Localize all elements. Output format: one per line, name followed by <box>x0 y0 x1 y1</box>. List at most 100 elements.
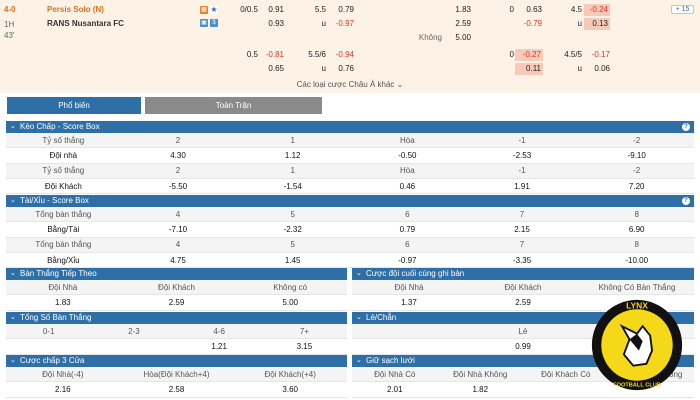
logo-top-text: LYNX <box>626 300 648 310</box>
dollar-icon[interactable]: $ <box>210 19 218 27</box>
three-way-handicap-market: ⌄ Cược chấp 3 Cửa Đội Nhà(-4) Hòa(Đội Kh… <box>6 355 347 398</box>
section-header[interactable]: ⌄ Kèo Chấp - Score Box ? <box>6 121 694 133</box>
odds-value[interactable]: 0.06 <box>594 64 610 73</box>
section-title: Kèo Chấp - Score Box <box>20 122 100 131</box>
odds-cell[interactable]: 0.46 <box>399 181 416 191</box>
odds-value[interactable]: -0.94 <box>335 50 354 59</box>
column-header: 0-1 <box>42 326 55 336</box>
odds-value[interactable]: -0.97 <box>335 19 354 28</box>
odds-value-changed[interactable]: 0.11 <box>515 63 543 75</box>
odds-value[interactable]: 0.65 <box>268 64 284 73</box>
odds-value[interactable]: 2.59 <box>455 19 471 28</box>
tab-full-match[interactable]: Toàn Trận <box>145 97 322 114</box>
more-asian-bets-link[interactable]: Các loại cược Châu Á khác ⌄ <box>0 80 700 89</box>
column-header: Đội Nhà Có <box>374 369 416 379</box>
table-row: 0-1 2-3 4-6 7+ <box>6 324 347 340</box>
odds-cell[interactable]: 5.00 <box>282 297 298 307</box>
column-header: Đội Khách <box>504 282 542 292</box>
odds-cell[interactable]: 4.30 <box>170 150 186 160</box>
handicap-score-box: ⌄ Kèo Chấp - Score Box ? Tỷ số thắng 2 1… <box>6 121 694 195</box>
ou-line: 5.5/6 <box>308 50 326 59</box>
table-row: 2.16 2.58 3.60 <box>6 382 347 398</box>
expand-markets-button[interactable]: + 15 <box>671 5 694 14</box>
favorite-star-icon[interactable]: ★ <box>210 5 218 14</box>
odds-cell[interactable]: -3.35 <box>512 255 532 265</box>
odds-cell[interactable]: 1.83 <box>55 297 71 307</box>
collapse-icon[interactable]: ⌄ <box>10 314 16 321</box>
odds-value[interactable]: 0.63 <box>526 5 542 14</box>
section-header[interactable]: ⌄ Cược chấp 3 Cửa <box>6 355 347 367</box>
section-header[interactable]: ⌄ Bàn Thắng Tiếp Theo <box>6 268 347 280</box>
odds-cell[interactable]: -2.32 <box>283 224 302 234</box>
odds-value[interactable]: 0.79 <box>338 5 354 14</box>
odds-cell[interactable]: 2.59 <box>515 297 531 307</box>
collapse-icon[interactable]: ⌄ <box>10 197 16 204</box>
odds-cell[interactable]: 2.16 <box>55 384 71 394</box>
odds-cell[interactable]: 0.99 <box>515 341 531 351</box>
market-tabs: Phổ biến Toàn Trận <box>0 93 700 120</box>
odds-cell[interactable]: 0.79 <box>399 224 416 234</box>
odds-cell[interactable]: 2.59 <box>168 297 185 307</box>
column-header: Hòa <box>400 166 415 176</box>
odds-cell[interactable]: -7.10 <box>168 224 188 234</box>
help-icon[interactable]: ? <box>682 123 690 131</box>
help-icon[interactable]: ? <box>682 197 690 205</box>
column-header: Hòa <box>400 135 415 145</box>
odds-cell[interactable]: -2.53 <box>512 150 532 160</box>
odds-cell[interactable]: 1.12 <box>284 150 301 160</box>
ou-line: 4.5 <box>570 5 582 14</box>
home-team-name[interactable]: Persis Solo (N) <box>47 5 104 14</box>
odds-cell[interactable]: 4.75 <box>170 255 186 265</box>
collapse-icon[interactable]: ⌄ <box>356 314 362 321</box>
tab-popular[interactable]: Phổ biến <box>7 97 141 114</box>
odds-cell[interactable]: 2.15 <box>514 224 530 234</box>
odds-cell[interactable]: -1.54 <box>283 181 302 191</box>
odds-cell[interactable]: 3.15 <box>296 341 313 351</box>
odds-cell[interactable]: 7.20 <box>628 181 645 191</box>
stats-icon[interactable]: ▦ <box>200 6 208 14</box>
odds-value[interactable]: 0.93 <box>268 19 284 28</box>
odds-value[interactable]: -0.17 <box>591 50 610 59</box>
odds-cell[interactable]: -0.50 <box>398 150 417 160</box>
odds-value[interactable]: 0.76 <box>338 64 354 73</box>
odds-cell[interactable]: 1.45 <box>284 255 301 265</box>
odds-cell[interactable]: -0.97 <box>398 255 417 265</box>
last-team-to-score-market: ⌄ Cược đội cuối cùng ghi bàn Đội Nhà Đội… <box>352 268 694 311</box>
odds-value-changed[interactable]: -0.24 <box>584 4 610 16</box>
odds-value[interactable]: 1.83 <box>455 5 471 14</box>
logo-bottom-text: FOOTBALL CLUB <box>613 382 661 388</box>
odds-cell[interactable]: -5.50 <box>168 181 188 191</box>
more-asian-bets-label: Các loại cược Châu Á khác <box>296 80 395 89</box>
odds-value[interactable]: 0.91 <box>268 5 284 14</box>
odds-cell[interactable]: 1.82 <box>472 384 489 394</box>
under-label: u <box>321 64 326 73</box>
hcp-line: 0.5 <box>246 50 258 59</box>
collapse-icon[interactable]: ⌄ <box>10 357 16 364</box>
collapse-icon[interactable]: ⌄ <box>356 270 362 277</box>
odds-cell[interactable]: -9.10 <box>627 150 646 160</box>
odds-value[interactable]: -0.79 <box>523 19 542 28</box>
section-header[interactable]: ⌄ Cược đội cuối cùng ghi bàn <box>352 268 694 280</box>
odds-cell[interactable]: 2.01 <box>386 384 403 394</box>
odds-value-changed[interactable]: -0.27 <box>515 49 543 61</box>
section-header[interactable]: ⌄ Tổng Số Bàn Thắng <box>6 312 347 324</box>
column-header: 7 <box>519 209 525 219</box>
match-period: 1H <box>4 20 15 29</box>
odds-cell[interactable]: 1.37 <box>401 297 417 307</box>
odds-cell[interactable]: 6.90 <box>628 224 645 234</box>
collapse-icon[interactable]: ⌄ <box>356 357 362 364</box>
away-team-name[interactable]: RANS Nusantara FC <box>47 19 124 28</box>
section-header[interactable]: ⌄ Tài/Xỉu - Score Box ? <box>6 195 694 207</box>
collapse-icon[interactable]: ⌄ <box>10 123 16 130</box>
odds-cell[interactable]: 2.58 <box>168 384 185 394</box>
column-header: Không có <box>273 282 308 292</box>
odds-value[interactable]: -0.81 <box>265 50 284 59</box>
odds-cell[interactable]: 1.91 <box>514 181 530 191</box>
odds-value[interactable]: 5.00 <box>455 33 471 42</box>
collapse-icon[interactable]: ⌄ <box>10 270 16 277</box>
live-tv-icon[interactable]: ▣ <box>200 19 208 27</box>
odds-value-changed[interactable]: 0.13 <box>584 18 610 30</box>
odds-cell[interactable]: 3.60 <box>282 384 298 394</box>
odds-cell[interactable]: 1.21 <box>211 341 227 351</box>
odds-cell[interactable]: -10.00 <box>625 255 649 265</box>
